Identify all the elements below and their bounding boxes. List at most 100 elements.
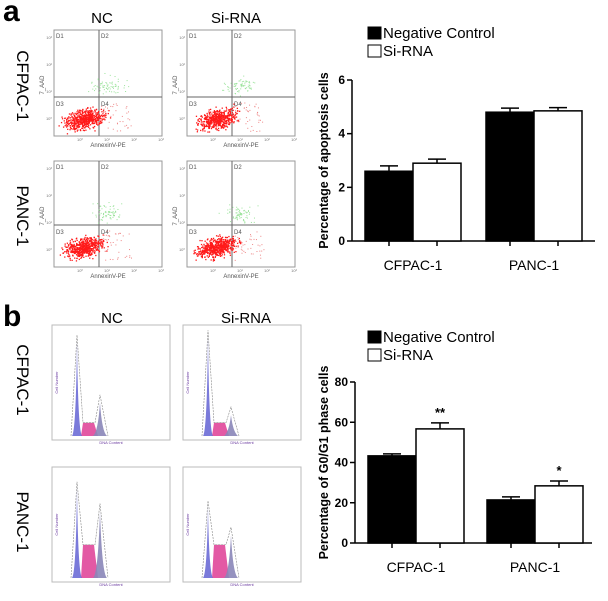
- live-cell-dot: [83, 247, 85, 249]
- live-cell-dot: [91, 121, 93, 123]
- live-cell-dot: [84, 127, 86, 129]
- live-cell-dot: [200, 119, 202, 121]
- live-cell-dot: [94, 120, 96, 123]
- scatter-dot: [237, 239, 239, 241]
- live-cell-dot: [86, 120, 88, 122]
- live-cell-dot: [82, 116, 85, 118]
- live-cell-dot: [226, 243, 228, 246]
- apoptotic-dot: [223, 82, 225, 84]
- live-cell-dot: [68, 116, 70, 118]
- live-cell-dot: [96, 116, 99, 119]
- live-cell-dot: [86, 240, 89, 242]
- live-cell-dot: [216, 113, 219, 115]
- scatter-dot: [241, 249, 243, 251]
- live-cell-dot: [203, 121, 205, 123]
- scatter-dot: [235, 111, 237, 113]
- live-cell-dot: [83, 251, 86, 253]
- live-cell-dot: [74, 120, 76, 122]
- live-cell-dot: [79, 251, 81, 253]
- live-cell-dot: [206, 112, 208, 115]
- live-cell-dot: [228, 110, 230, 112]
- live-cell-dot: [88, 253, 90, 255]
- live-cell-dot: [226, 236, 229, 239]
- legend-label: Si-RNA: [383, 43, 433, 60]
- scatter-dot: [128, 233, 130, 235]
- scatter-dot: [109, 236, 111, 238]
- flow-plot-xtick: 10¹: [237, 268, 243, 273]
- live-cell-dot: [87, 125, 89, 128]
- live-cell-dot: [95, 116, 98, 119]
- live-cell-dot: [230, 241, 233, 244]
- live-cell-dot: [101, 118, 103, 120]
- live-cell-dot: [88, 115, 91, 117]
- live-cell-dot: [103, 247, 105, 249]
- live-cell-dot: [86, 249, 88, 251]
- live-cell-dot: [216, 125, 218, 127]
- live-cell-dot: [224, 120, 227, 122]
- scatter-dot: [257, 114, 259, 116]
- apoptotic-dot: [108, 202, 110, 204]
- quadrant-label: D4: [101, 230, 109, 236]
- live-cell-dot: [227, 242, 229, 244]
- scatter-dot: [119, 232, 121, 234]
- apoptotic-dot: [103, 205, 105, 207]
- quadrant-label: D2: [101, 34, 109, 40]
- quadrant-label: D3: [189, 230, 197, 236]
- scatter-dot: [103, 108, 105, 110]
- live-cell-dot: [208, 119, 210, 122]
- flow-plot-xtick: 10²: [264, 268, 270, 273]
- live-cell-dot: [217, 120, 219, 122]
- live-cell-dot: [232, 244, 235, 247]
- live-cell-dot: [225, 123, 227, 125]
- live-cell-dot: [227, 111, 230, 114]
- live-cell-dot: [227, 251, 229, 253]
- live-cell-dot: [80, 113, 82, 115]
- live-cell-dot: [74, 117, 76, 119]
- apoptotic-dot: [237, 208, 239, 210]
- live-cell-dot: [78, 116, 80, 119]
- live-cell-dot: [102, 240, 105, 242]
- live-cell-dot: [205, 125, 208, 127]
- apoptotic-dot: [99, 209, 101, 211]
- live-cell-dot: [94, 240, 96, 242]
- live-cell-dot: [72, 128, 74, 130]
- y-tick-label: 4: [338, 127, 345, 141]
- live-cell-dot: [98, 122, 101, 125]
- live-cell-dot: [88, 241, 90, 244]
- flow-plot-ytick: 10²: [46, 193, 52, 198]
- scatter-dot: [110, 105, 112, 107]
- apoptotic-dot: [236, 209, 238, 211]
- live-cell-dot: [224, 117, 226, 119]
- scatter-dot: [259, 250, 261, 252]
- live-cell-dot: [214, 120, 216, 123]
- live-cell-dot: [68, 253, 70, 256]
- apoptotic-dot: [102, 93, 104, 95]
- live-cell-dot: [204, 253, 206, 255]
- live-cell-dot: [220, 117, 223, 120]
- flow-plot-frame: [186, 29, 296, 137]
- apoptotic-dot: [110, 86, 112, 88]
- live-cell-dot: [73, 119, 75, 121]
- live-cell-dot: [220, 249, 222, 251]
- live-cell-dot: [215, 128, 217, 130]
- live-cell-dot: [201, 255, 203, 257]
- live-cell-dot: [85, 125, 87, 128]
- live-cell-dot: [73, 126, 75, 128]
- live-cell-dot: [209, 249, 211, 251]
- apoptotic-dot: [227, 89, 229, 91]
- live-cell-dot: [76, 243, 79, 245]
- live-cell-dot: [77, 118, 80, 121]
- apoptotic-dot: [101, 208, 103, 210]
- scatter-dot: [126, 255, 128, 257]
- live-cell-dot: [234, 239, 236, 241]
- live-cell-dot: [85, 243, 88, 245]
- live-cell-dot: [204, 124, 206, 126]
- live-cell-dot: [81, 238, 83, 240]
- live-cell-dot: [79, 246, 81, 248]
- live-cell-dot: [71, 251, 73, 253]
- y-tick-label: 6: [338, 73, 345, 87]
- live-cell-dot: [231, 241, 234, 243]
